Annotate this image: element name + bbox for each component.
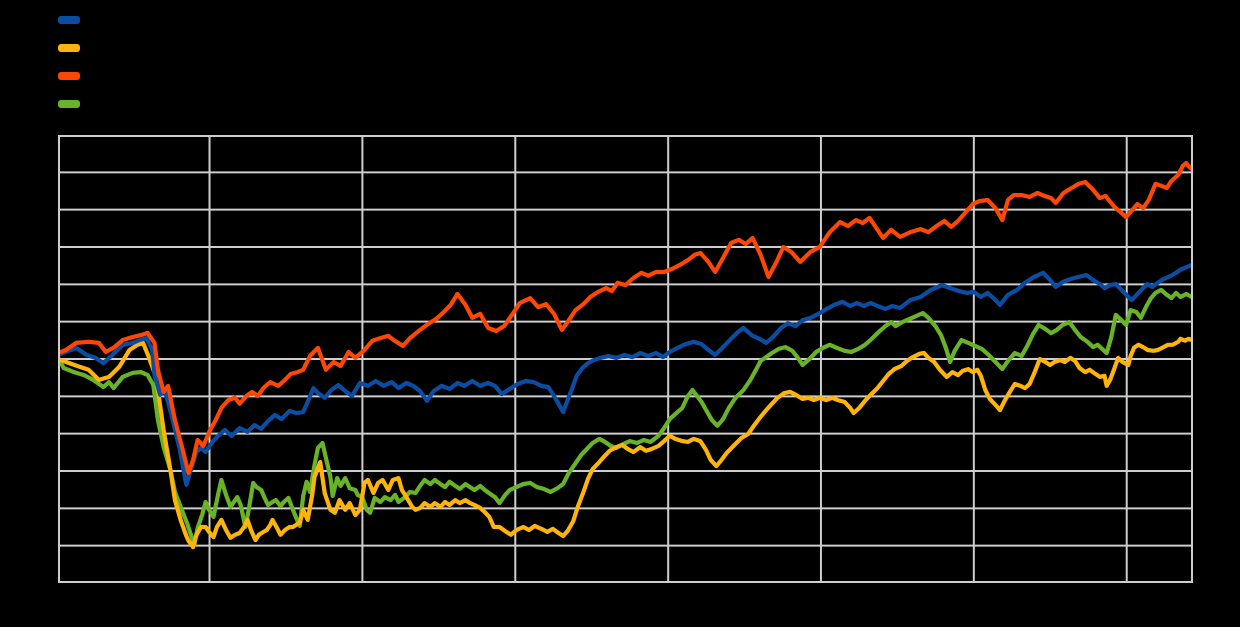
series-blue [58, 262, 1193, 487]
legend-swatch-green [58, 100, 80, 108]
series-orange [58, 160, 1193, 475]
legend-item [58, 90, 90, 118]
legend-swatch-orange [58, 72, 80, 80]
series-green [58, 287, 1193, 547]
legend-swatch-blue [58, 16, 80, 24]
legend [58, 6, 90, 118]
legend-item [58, 34, 90, 62]
plot-frame [58, 135, 1193, 583]
series-yellow [58, 336, 1193, 550]
legend-swatch-yellow [58, 44, 80, 52]
legend-item [58, 62, 90, 90]
line-chart [58, 135, 1193, 583]
legend-item [58, 6, 90, 34]
